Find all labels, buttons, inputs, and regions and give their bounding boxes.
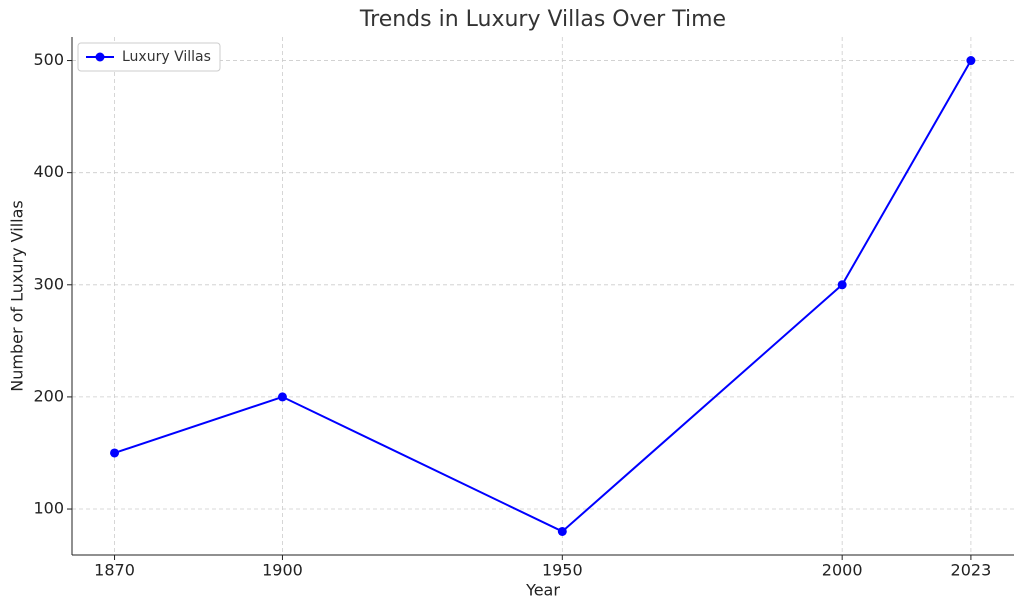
legend-label: Luxury Villas [122,49,211,65]
x-tick-label: 1950 [542,561,583,580]
point [277,392,287,402]
point [966,56,976,66]
y-tick-label: 400 [33,162,64,181]
y-tick-label: 500 [33,50,64,69]
x-tick-label: 2000 [822,561,863,580]
legend: Luxury Villas [77,42,221,72]
x-axis-label: Year [525,581,560,600]
point [837,280,847,290]
x-tick-label: 2023 [951,561,992,580]
legend-marker [95,52,105,62]
y-axis-label: Number of Luxury Villas [8,200,27,391]
y-tick-label: 300 [33,274,64,293]
point [110,448,120,458]
legend-box [77,42,221,72]
y-tick-label: 200 [33,386,64,405]
y-tick-label: 100 [33,499,64,518]
x-tick-label: 1870 [94,561,135,580]
point [557,526,567,536]
x-tick-label: 1900 [262,561,303,580]
chart-title: Trends in Luxury Villas Over Time [359,7,726,32]
